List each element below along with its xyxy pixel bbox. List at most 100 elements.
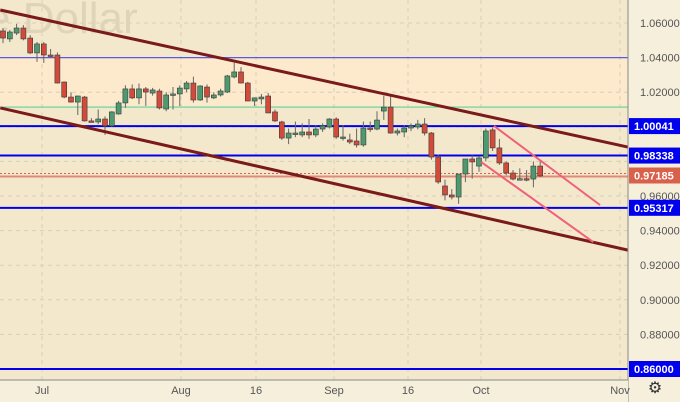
candle bbox=[442, 179, 448, 201]
candle bbox=[265, 93, 272, 114]
candle-body bbox=[258, 96, 265, 100]
candle-body bbox=[245, 82, 251, 102]
gear-icon[interactable]: ⚙ bbox=[647, 380, 663, 397]
candle-body bbox=[217, 90, 224, 96]
candle bbox=[353, 128, 360, 148]
candle-body bbox=[129, 88, 135, 99]
candle bbox=[346, 133, 353, 145]
candle-body bbox=[54, 54, 61, 84]
level-price-tag: 0.86000 bbox=[634, 364, 674, 376]
candle bbox=[455, 173, 462, 204]
candle-body bbox=[149, 89, 156, 94]
candle bbox=[367, 121, 374, 132]
candle bbox=[278, 120, 285, 140]
level-price-tag: 0.95317 bbox=[634, 203, 674, 215]
candle bbox=[231, 62, 237, 79]
candle-body bbox=[299, 131, 306, 136]
candle bbox=[503, 161, 510, 176]
candle bbox=[75, 95, 81, 116]
candle-body bbox=[380, 106, 387, 112]
candle bbox=[136, 83, 142, 105]
candle-body bbox=[20, 27, 27, 40]
candle-body bbox=[489, 129, 496, 149]
candle-body bbox=[462, 158, 469, 175]
candle-body bbox=[95, 118, 101, 123]
candle-body bbox=[346, 139, 353, 143]
candle bbox=[333, 117, 340, 139]
candle-body bbox=[163, 94, 169, 110]
candle-body bbox=[7, 31, 13, 40]
candle bbox=[435, 154, 442, 184]
zone-band bbox=[0, 57, 628, 108]
candle-body bbox=[482, 130, 489, 159]
candle-body bbox=[326, 118, 333, 128]
candle bbox=[197, 85, 203, 101]
x-tick-label: Oct bbox=[472, 385, 489, 397]
y-tick-label: 0.92000 bbox=[640, 260, 680, 272]
level-price-tag-bg bbox=[629, 147, 680, 164]
level-price-tag-bg bbox=[629, 361, 680, 377]
level-price-tag: 1.00041 bbox=[634, 121, 674, 133]
candle-body bbox=[278, 121, 285, 139]
x-tick-label: Nov bbox=[610, 385, 630, 397]
candle-body bbox=[306, 131, 312, 136]
candle bbox=[299, 123, 306, 138]
candle bbox=[401, 125, 408, 138]
x-tick-label: Jul bbox=[35, 385, 49, 397]
candle bbox=[428, 131, 435, 160]
candle bbox=[251, 97, 258, 107]
candle-body bbox=[27, 37, 34, 54]
candle bbox=[122, 85, 129, 108]
candle bbox=[245, 81, 251, 102]
candle bbox=[272, 109, 278, 122]
candle bbox=[88, 118, 95, 123]
candle-body bbox=[503, 162, 510, 174]
trendline bbox=[0, 8, 629, 149]
candle bbox=[462, 158, 469, 183]
trendline bbox=[493, 125, 601, 206]
candle-body bbox=[435, 156, 442, 183]
candle-body bbox=[523, 178, 530, 181]
candle-body bbox=[333, 118, 340, 138]
candle-body bbox=[238, 71, 244, 84]
candle-body bbox=[251, 97, 258, 102]
candle-body bbox=[428, 132, 435, 158]
level-price-tag-bg bbox=[629, 118, 680, 135]
candle bbox=[421, 118, 428, 136]
candle-body bbox=[136, 88, 142, 99]
candle-body bbox=[469, 158, 476, 163]
candle bbox=[190, 76, 197, 103]
candle bbox=[7, 29, 13, 43]
candle-body bbox=[353, 140, 360, 146]
candle bbox=[292, 121, 299, 138]
candle-body bbox=[537, 165, 544, 177]
candle-body bbox=[408, 125, 414, 129]
candle bbox=[238, 67, 244, 84]
candle bbox=[177, 85, 183, 107]
candle bbox=[224, 74, 231, 94]
candle bbox=[95, 109, 101, 125]
candle-body bbox=[455, 173, 462, 198]
candle bbox=[394, 128, 401, 136]
candle-body bbox=[143, 88, 149, 93]
candle-body bbox=[75, 95, 81, 103]
candle bbox=[54, 52, 61, 84]
candle-body bbox=[285, 132, 292, 139]
candle bbox=[149, 87, 156, 96]
level-price-tag: 0.98338 bbox=[634, 151, 674, 163]
candle-body bbox=[156, 90, 163, 109]
candle bbox=[217, 88, 224, 97]
y-tick-label: 1.06000 bbox=[640, 18, 680, 30]
candle-body bbox=[442, 185, 448, 196]
candle bbox=[211, 92, 217, 100]
candle bbox=[258, 93, 265, 105]
candle bbox=[408, 123, 414, 132]
candle bbox=[115, 100, 122, 115]
candle-body bbox=[476, 157, 482, 167]
candle bbox=[170, 87, 176, 110]
y-tick-label: 0.94000 bbox=[640, 226, 680, 238]
candle-body bbox=[170, 93, 176, 96]
candle bbox=[319, 123, 326, 132]
candle-body bbox=[421, 123, 428, 134]
